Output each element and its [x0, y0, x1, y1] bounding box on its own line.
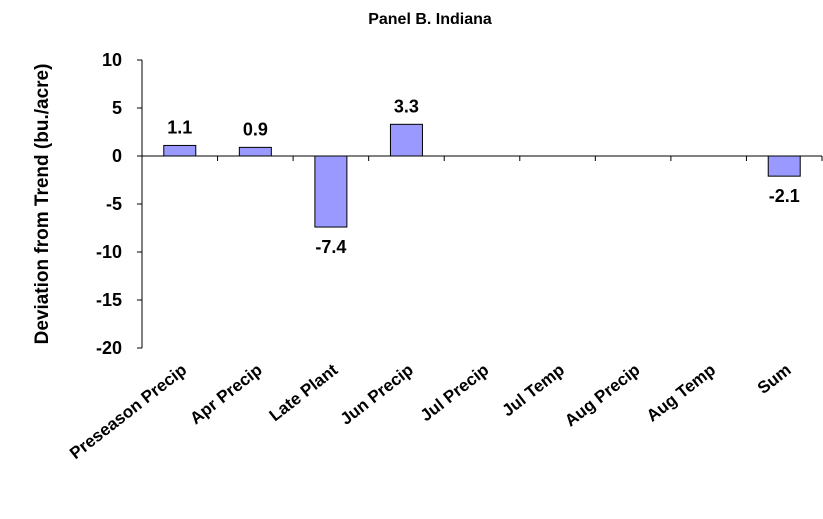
bar — [767, 155, 801, 177]
x-tick-label: Aug Precip — [561, 360, 643, 430]
data-label: 3.3 — [394, 96, 419, 116]
y-tick-label: -15 — [96, 290, 122, 310]
x-tick-label: Jun Precip — [337, 360, 417, 428]
x-tick-label: Aug Temp — [643, 360, 719, 425]
bar — [314, 155, 348, 228]
chart-title: Panel B. Indiana — [368, 11, 492, 28]
x-axis — [141, 155, 823, 161]
data-label: 1.1 — [167, 117, 192, 137]
y-tick-label: 10 — [102, 50, 122, 70]
data-label: -7.4 — [315, 237, 346, 257]
y-axis: 10 5 0 -5 -10 -15 -20 — [96, 50, 143, 358]
bars — [163, 123, 801, 228]
data-label: 0.9 — [243, 119, 268, 139]
y-axis-label: Deviation from Trend (bu./acre) — [32, 64, 53, 345]
x-tick-label: Jul Precip — [417, 360, 493, 425]
x-tick-label: Apr Precip — [186, 360, 265, 428]
x-tick-label: Late Plant — [266, 360, 342, 425]
data-label: -2.1 — [769, 186, 800, 206]
x-tick-label: Sum — [754, 360, 795, 398]
x-tick-label: Jul Temp — [499, 360, 569, 420]
y-tick-label: -20 — [96, 338, 122, 358]
data-labels: 1.1 0.9 -7.4 3.3 -2.1 — [167, 96, 799, 257]
y-tick-label: 0 — [112, 146, 122, 166]
y-tick-label: -10 — [96, 242, 122, 262]
y-tick-label: 5 — [112, 98, 122, 118]
x-tick-label: Preseason Precip — [66, 360, 190, 463]
bar — [389, 123, 423, 157]
bar — [238, 146, 272, 157]
bar — [163, 144, 197, 157]
y-tick-label: -5 — [106, 194, 122, 214]
